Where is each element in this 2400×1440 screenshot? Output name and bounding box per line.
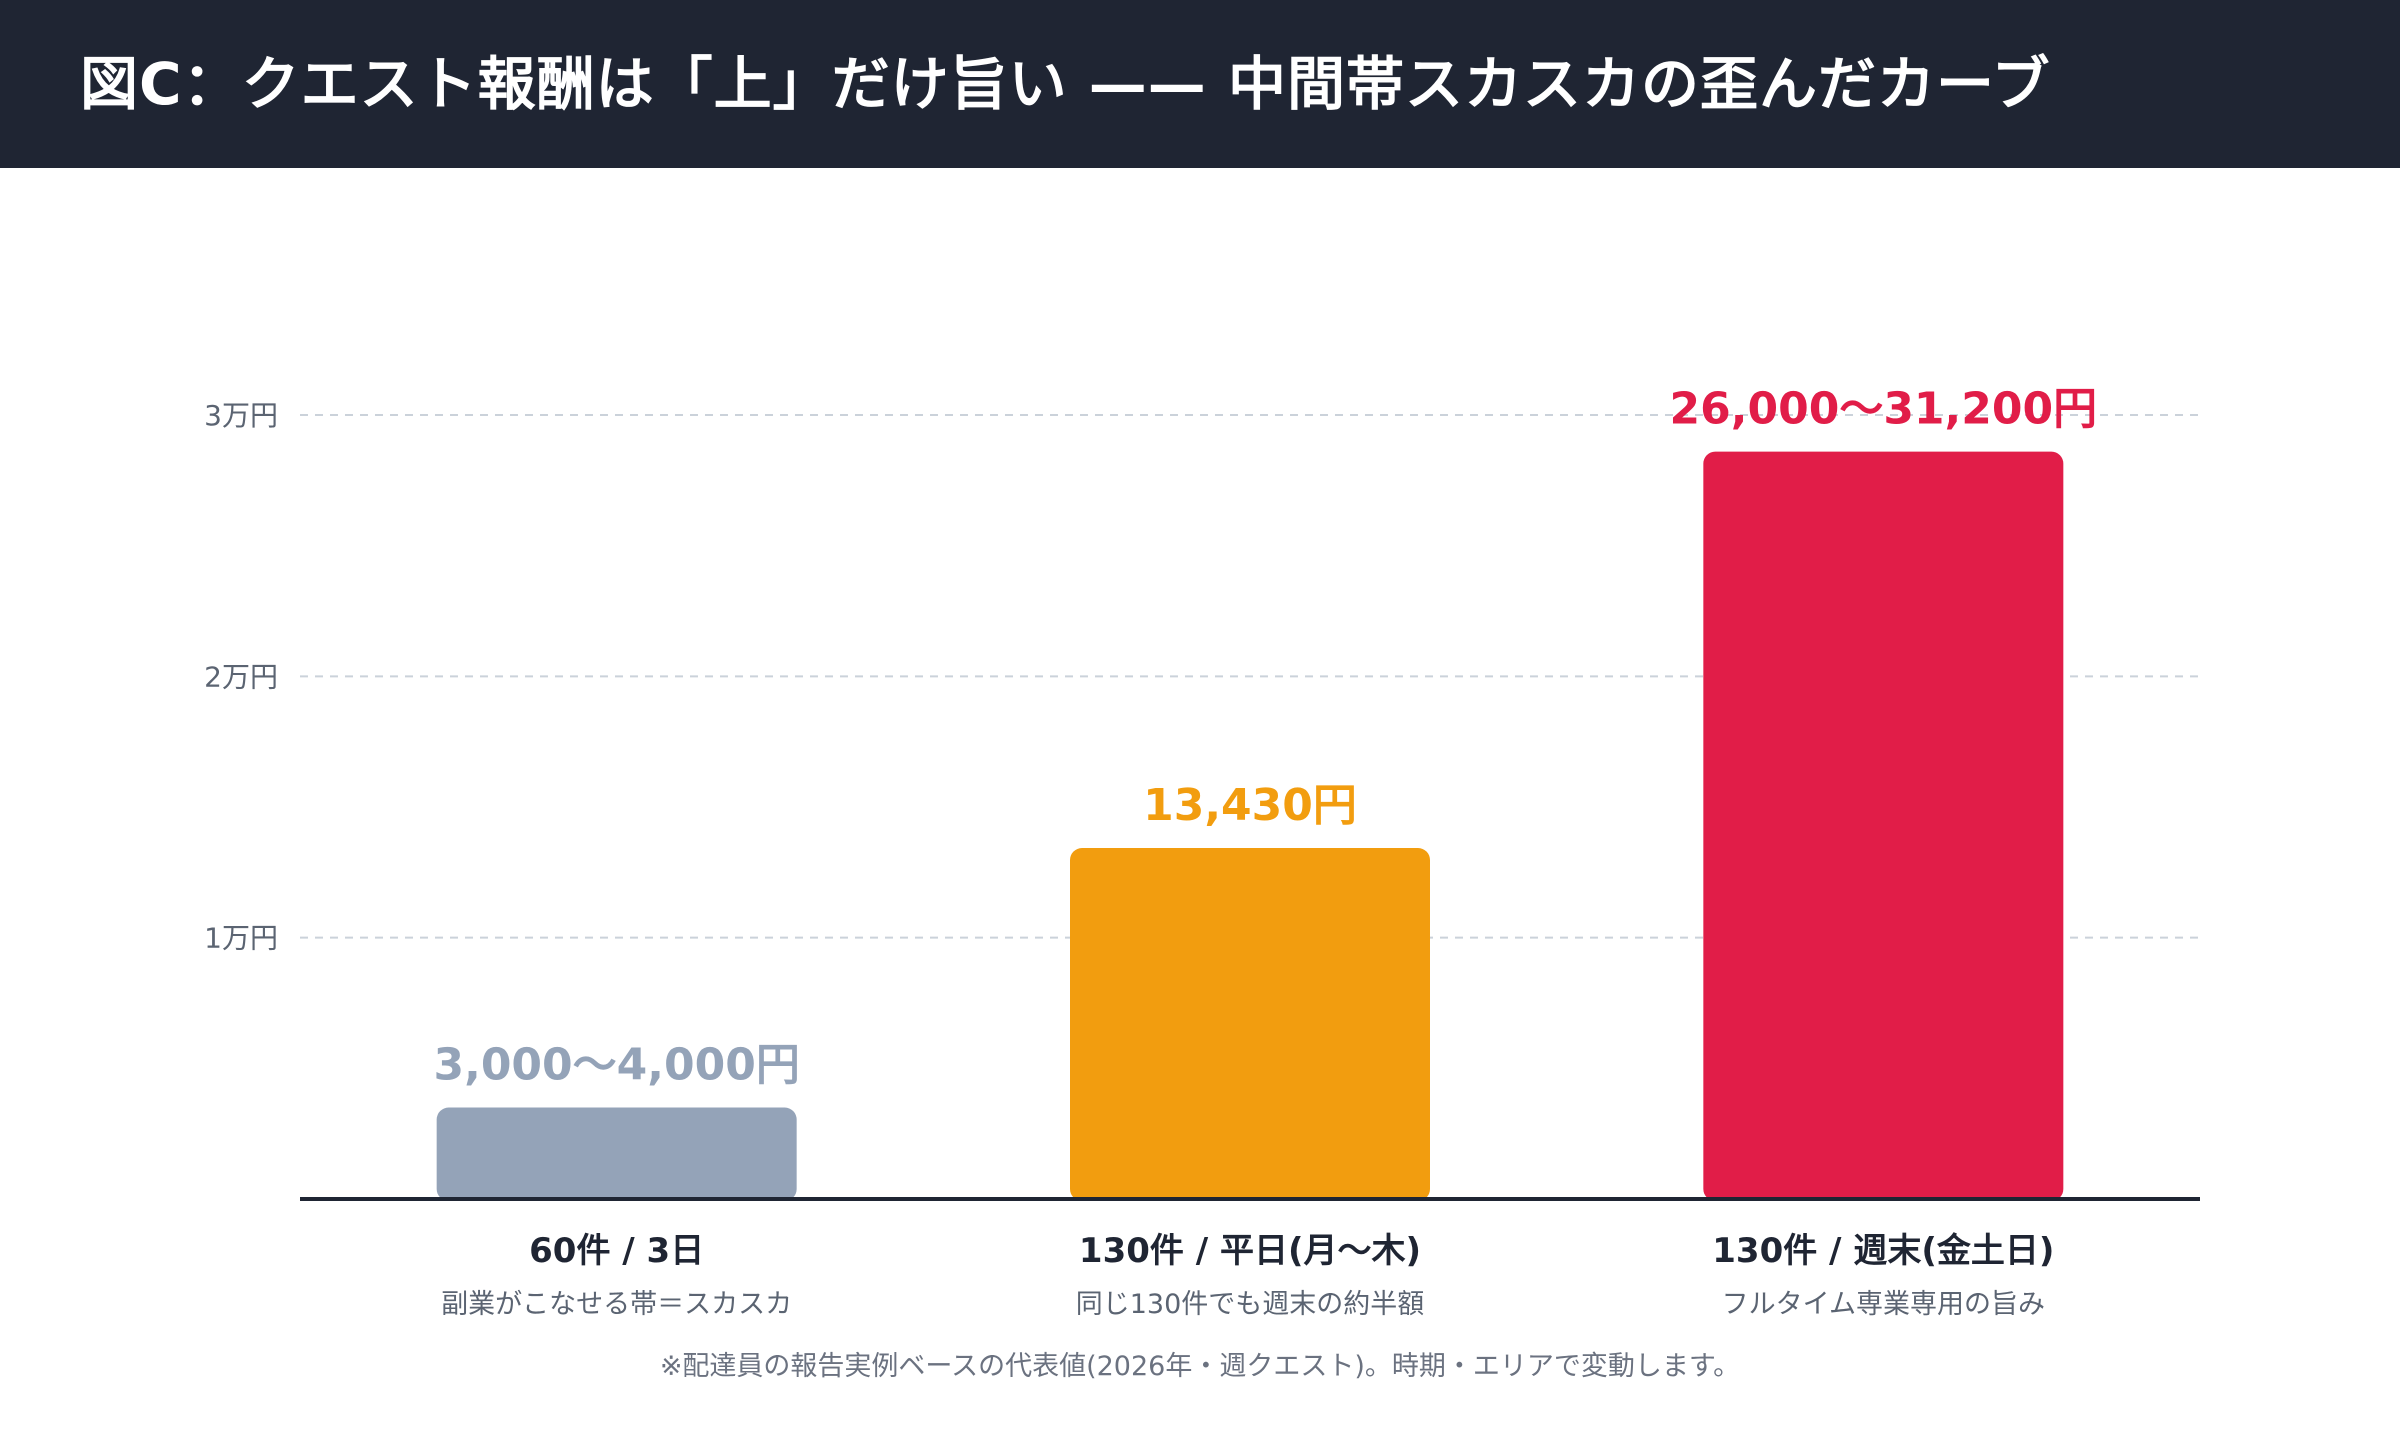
x-category-label: 130件 / 週末(金土日) bbox=[1712, 1231, 2054, 1271]
bar bbox=[1703, 451, 2064, 1201]
x-sublabel: 同じ130件でも週末の約半額 bbox=[1076, 1289, 1425, 1320]
footnote: ※配達員の報告実例ベースの代表値(2026年・週クエスト)。時期・エリアで変動し… bbox=[659, 1351, 1741, 1382]
data-label: 13,430円 bbox=[1143, 780, 1357, 831]
x-sublabel: 副業がこなせる帯＝スカスカ bbox=[441, 1289, 792, 1320]
bar bbox=[1070, 848, 1430, 1201]
y-tick-label: 2万円 bbox=[204, 660, 278, 693]
bar bbox=[436, 1107, 797, 1201]
y-tick-label: 1万円 bbox=[204, 922, 278, 955]
data-label: 26,000〜31,200円 bbox=[1670, 384, 2098, 435]
chart-title: 図C：クエスト報酬は「上」だけ旨い —— 中間帯スカスカの歪んだカーブ bbox=[80, 50, 2051, 118]
data-label: 3,000〜4,000円 bbox=[433, 1040, 799, 1091]
x-category-label: 130件 / 平日(月〜木) bbox=[1079, 1231, 1421, 1271]
x-category-label: 60件 / 3日 bbox=[529, 1231, 704, 1271]
x-sublabel: フルタイム専業専用の旨み bbox=[1722, 1289, 2045, 1320]
y-tick-label: 3万円 bbox=[204, 399, 278, 432]
title-bar: 図C：クエスト報酬は「上」だけ旨い —— 中間帯スカスカの歪んだカーブ bbox=[0, 0, 2400, 168]
